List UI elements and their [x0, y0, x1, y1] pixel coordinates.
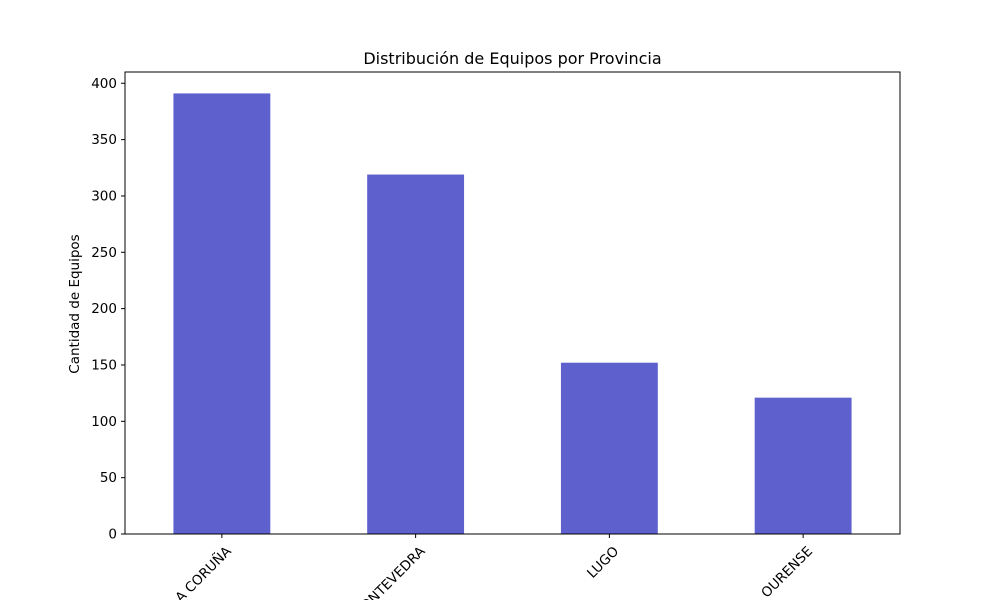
- y-tick-label-7: 350: [91, 132, 117, 148]
- x-tick-label-3: OURENSE: [758, 544, 816, 600]
- bar-2: [560, 362, 658, 534]
- y-axis-label: Cantidad de Equipos: [67, 234, 83, 373]
- y-tick-label-8: 400: [91, 76, 117, 92]
- y-tick-label-6: 300: [91, 188, 117, 204]
- bar-1: [367, 174, 465, 535]
- bar-3: [754, 397, 852, 534]
- y-tick-label-5: 250: [91, 245, 117, 261]
- x-tick-label-1: PONTEVEDRA: [352, 543, 429, 600]
- y-axis-ticks: 0 50 100 150 200 250 300 350 400: [91, 76, 125, 543]
- x-tick-label-2: LUGO: [584, 544, 622, 582]
- y-tick-label-0: 0: [108, 527, 117, 543]
- chart-title: Distribución de Equipos por Provincia: [363, 49, 661, 68]
- bar-0: [173, 93, 271, 534]
- y-tick-label-3: 150: [91, 357, 117, 373]
- x-tick-label-0: A CORUÑA: [172, 542, 236, 600]
- y-tick-label-4: 200: [91, 301, 117, 317]
- bars-group: [173, 93, 852, 535]
- x-axis-ticks: A CORUÑA PONTEVEDRA LUGO OURENSE: [172, 534, 816, 600]
- y-tick-label-2: 100: [91, 414, 117, 430]
- plot-area-frame: [124, 71, 901, 535]
- y-tick-label-1: 50: [100, 470, 117, 486]
